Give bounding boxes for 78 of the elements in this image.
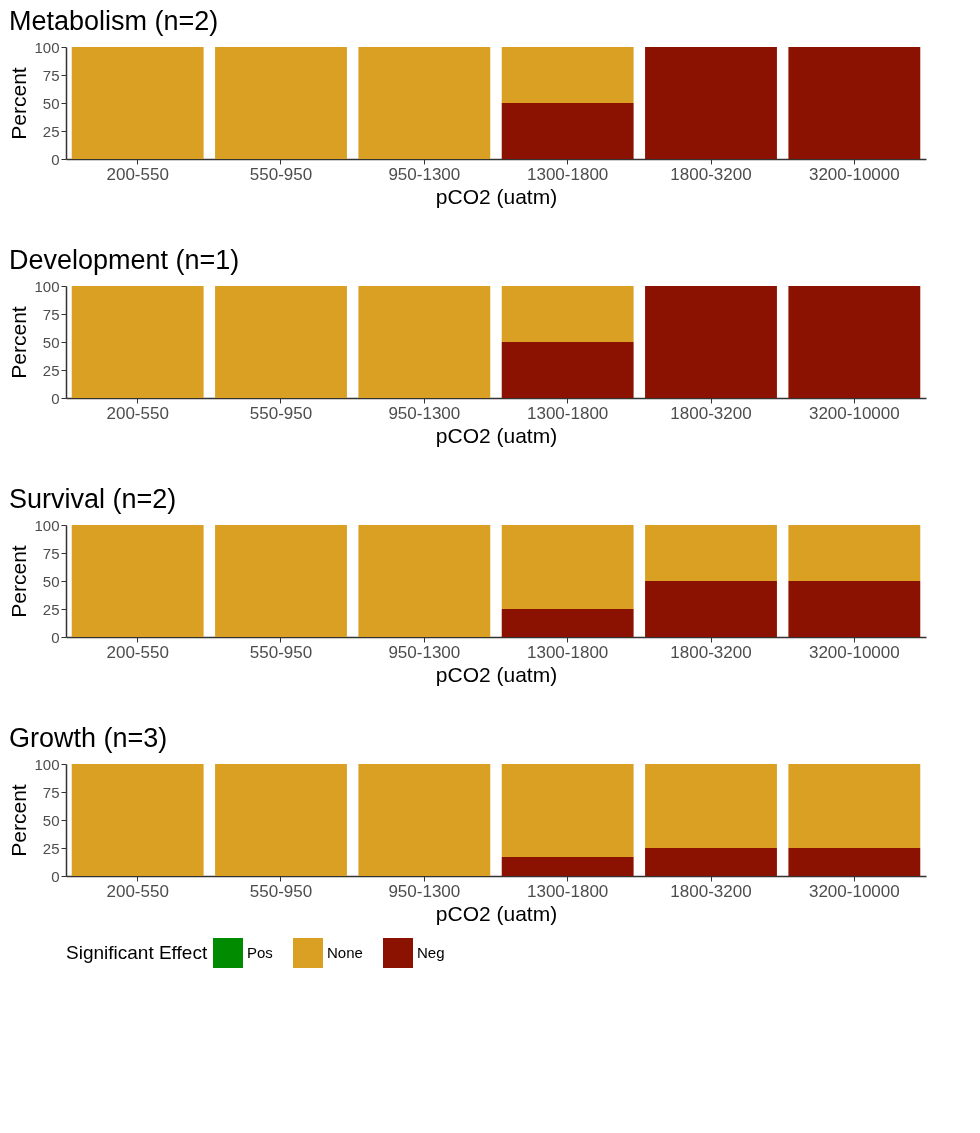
legend-label: Pos: [247, 944, 273, 961]
x-tick-label: 550-950: [249, 403, 313, 423]
bar: [358, 525, 491, 637]
x-tick-label: 1300-1800: [527, 881, 609, 901]
bar: [501, 609, 634, 637]
y-axis-title: Percent: [7, 784, 31, 857]
x-axis-title: pCO2 (uatm): [435, 662, 558, 686]
x-tick-label: 200-550: [106, 881, 169, 901]
y-tick-label: 25: [42, 839, 60, 857]
x-tick-label: 950-1300: [388, 642, 461, 662]
y-tick-label: 0: [51, 389, 60, 407]
bar: [501, 856, 634, 876]
x-tick-label: 200-550: [106, 642, 169, 662]
chart-title: Metabolism (n=2): [8, 6, 219, 36]
y-tick-label: 75: [42, 305, 60, 323]
y-tick-label: 50: [42, 811, 60, 829]
y-axis-title: Percent: [7, 545, 31, 618]
bar: [645, 848, 777, 876]
x-tick-label: 1800-3200: [670, 403, 752, 423]
chart-title: Growth (n=3): [8, 723, 168, 753]
bar: [501, 525, 634, 609]
bar: [645, 525, 777, 581]
x-tick-label: 3200-10000: [808, 642, 900, 662]
legend-label: Neg: [417, 944, 445, 961]
x-tick-label: 200-550: [106, 164, 169, 184]
bar: [788, 848, 921, 876]
bar: [788, 525, 921, 581]
x-tick-label: 1800-3200: [670, 642, 752, 662]
x-tick-label: 3200-10000: [808, 164, 900, 184]
bar: [71, 764, 204, 876]
y-tick-label: 50: [42, 572, 60, 590]
x-axis-title: pCO2 (uatm): [435, 423, 558, 447]
x-tick-label: 1800-3200: [670, 881, 752, 901]
x-tick-label: 1800-3200: [670, 164, 752, 184]
y-tick-label: 50: [42, 94, 60, 112]
y-tick-label: 75: [42, 66, 60, 84]
y-axis-title: Percent: [7, 67, 31, 140]
x-tick-label: 200-550: [106, 403, 169, 423]
y-tick-label: 75: [42, 544, 60, 562]
y-tick-label: 0: [51, 628, 60, 646]
y-tick-label: 100: [34, 38, 60, 56]
y-axis-title: Percent: [7, 306, 31, 379]
bar: [645, 581, 777, 637]
y-tick-label: 0: [51, 867, 60, 885]
x-tick-label: 1300-1800: [527, 642, 609, 662]
x-tick-label: 550-950: [249, 881, 313, 901]
bar: [215, 525, 347, 637]
x-tick-label: 950-1300: [388, 881, 461, 901]
bar: [645, 764, 777, 848]
y-tick-label: 100: [34, 516, 60, 534]
x-tick-label: 550-950: [249, 164, 313, 184]
bar: [215, 764, 347, 876]
bar: [788, 764, 921, 848]
y-tick-label: 25: [42, 122, 60, 140]
y-tick-label: 100: [34, 755, 60, 773]
legend-label: None: [327, 944, 363, 961]
y-tick-label: 25: [42, 361, 60, 379]
y-tick-label: 50: [42, 333, 60, 351]
x-axis-title: pCO2 (uatm): [435, 184, 558, 208]
y-tick-label: 25: [42, 600, 60, 618]
x-tick-label: 950-1300: [388, 403, 461, 423]
x-tick-label: 1300-1800: [527, 403, 609, 423]
x-tick-label: 1300-1800: [527, 164, 609, 184]
x-tick-label: 3200-10000: [808, 881, 900, 901]
chart-title: Development (n=1): [8, 245, 240, 275]
y-tick-label: 75: [42, 783, 60, 801]
bar: [71, 525, 204, 637]
legend-title: Significant Effect: [66, 942, 208, 963]
x-tick-label: 950-1300: [388, 164, 461, 184]
x-tick-label: 550-950: [249, 642, 313, 662]
x-tick-label: 3200-10000: [808, 403, 900, 423]
bar: [788, 581, 921, 637]
bar: [501, 764, 634, 857]
bar: [358, 764, 491, 876]
y-tick-label: 100: [34, 277, 60, 295]
y-tick-label: 0: [51, 150, 60, 168]
chart-title: Survival (n=2): [8, 484, 177, 514]
x-axis-title: pCO2 (uatm): [435, 901, 558, 925]
